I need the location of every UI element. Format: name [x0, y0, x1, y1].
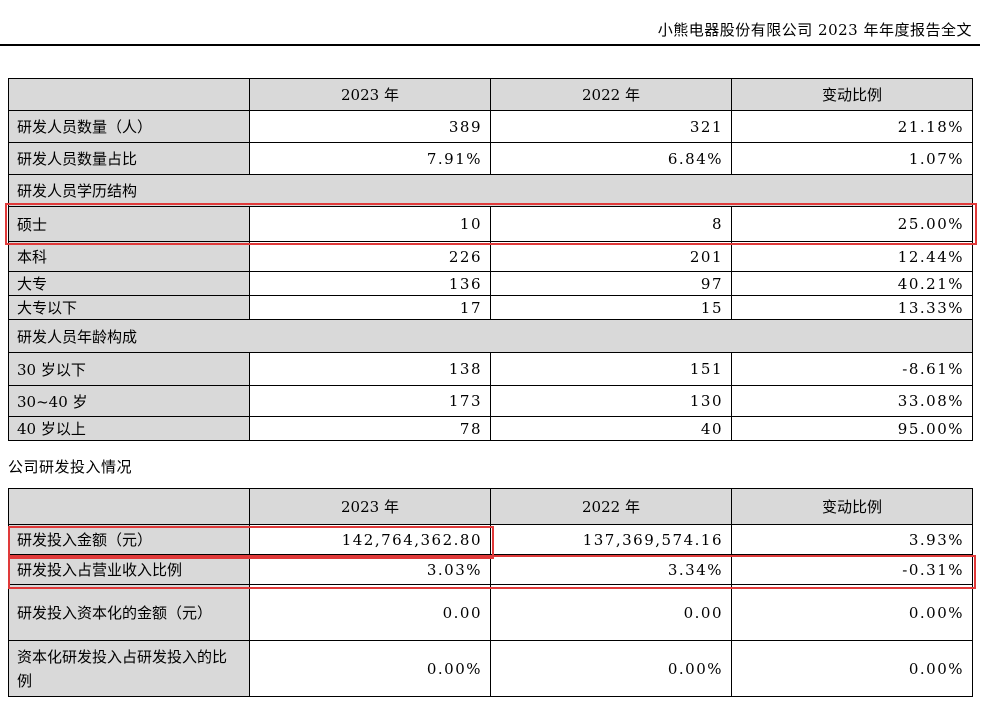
header-cell: 变动比例: [731, 488, 973, 525]
row-label: 资本化研发投入占研发投入的比例: [8, 640, 250, 697]
cell-2023: 173: [249, 385, 491, 417]
cell-change: 40.21%: [731, 271, 973, 296]
row-label: 研发人员数量（人）: [8, 110, 250, 143]
cell-2023: 226: [249, 241, 491, 272]
cell-change: 0.00%: [731, 584, 973, 641]
row-label: 40 岁以上: [8, 416, 250, 441]
table-row: 研发人员数量占比 7.91% 6.84% 1.07%: [8, 142, 973, 175]
row-label: 大专以下: [8, 295, 250, 320]
cell-change: 1.07%: [731, 142, 973, 175]
cell-2022: 130: [490, 385, 732, 417]
cell-change: 3.93%: [731, 524, 973, 555]
table-row: 硕士 10 8 25.00%: [8, 206, 973, 242]
cell-2022: 15: [490, 295, 732, 320]
cell-change: 0.00%: [731, 640, 973, 697]
cell-2022: 321: [490, 110, 732, 143]
header-cell: [8, 78, 250, 111]
cell-change: 33.08%: [731, 385, 973, 417]
rd-investment-caption: 公司研发投入情况: [8, 458, 133, 476]
section-row: 研发人员学历结构: [8, 174, 973, 207]
row-label: 30 岁以下: [8, 352, 250, 386]
header-cell: 2023 年: [249, 488, 491, 525]
table-row: 资本化研发投入占研发投入的比例 0.00% 0.00% 0.00%: [8, 640, 973, 697]
cell-2023: 17: [249, 295, 491, 320]
rd-personnel-table: 2023 年 2022 年 变动比例 研发人员数量（人） 389 321 21.…: [8, 78, 973, 441]
cell-2023: 78: [249, 416, 491, 441]
cell-2022: 6.84%: [490, 142, 732, 175]
table-row: 大专以下 17 15 13.33%: [8, 295, 973, 320]
header-cell: [8, 488, 250, 525]
section-row: 研发人员年龄构成: [8, 319, 973, 353]
section-label: 研发人员学历结构: [8, 174, 973, 207]
report-header: 小熊电器股份有限公司 2023 年年度报告全文: [0, 0, 980, 46]
row-label: 本科: [8, 241, 250, 272]
cell-change: 12.44%: [731, 241, 973, 272]
table-row: 研发人员数量（人） 389 321 21.18%: [8, 110, 973, 143]
row-label: 30~40 岁: [8, 385, 250, 417]
table-row: 30 岁以下 138 151 -8.61%: [8, 352, 973, 386]
cell-change: 13.33%: [731, 295, 973, 320]
cell-2023: 136: [249, 271, 491, 296]
cell-2022: 40: [490, 416, 732, 441]
row-label: 研发投入资本化的金额（元）: [8, 584, 250, 641]
table-row: 30~40 岁 173 130 33.08%: [8, 385, 973, 417]
table-row: 研发投入资本化的金额（元） 0.00 0.00 0.00%: [8, 584, 973, 641]
row-label: 研发人员数量占比: [8, 142, 250, 175]
table-row: 研发投入金额（元） 142,764,362.80 137,369,574.16 …: [8, 524, 973, 555]
cell-2023: 138: [249, 352, 491, 386]
cell-2023: 0.00%: [249, 640, 491, 697]
header-cell: 2022 年: [490, 488, 732, 525]
cell-2022: 151: [490, 352, 732, 386]
header-cell: 2023 年: [249, 78, 491, 111]
cell-2022: 201: [490, 241, 732, 272]
table-row: 研发投入占营业收入比例 3.03% 3.34% -0.31%: [8, 554, 973, 585]
cell-change: 95.00%: [731, 416, 973, 441]
cell-2023: 10: [249, 206, 491, 242]
table-header-row: 2023 年 2022 年 变动比例: [8, 78, 973, 111]
header-cell: 变动比例: [731, 78, 973, 111]
table-row: 本科 226 201 12.44%: [8, 241, 973, 272]
cell-2022: 0.00: [490, 584, 732, 641]
table-row: 40 岁以上 78 40 95.00%: [8, 416, 973, 441]
cell-2022: 137,369,574.16: [490, 524, 732, 555]
row-label: 大专: [8, 271, 250, 296]
cell-2022: 3.34%: [490, 554, 732, 585]
table-header-row: 2023 年 2022 年 变动比例: [8, 488, 973, 525]
row-label: 研发投入占营业收入比例: [8, 554, 250, 585]
cell-2022: 8: [490, 206, 732, 242]
table-row: 大专 136 97 40.21%: [8, 271, 973, 296]
section-label: 研发人员年龄构成: [8, 319, 973, 353]
cell-2023: 7.91%: [249, 142, 491, 175]
row-label: 研发投入金额（元）: [8, 524, 250, 555]
cell-2022: 97: [490, 271, 732, 296]
cell-2023: 0.00: [249, 584, 491, 641]
cell-2023: 142,764,362.80: [249, 524, 491, 555]
report-title: 小熊电器股份有限公司 2023 年年度报告全文: [657, 21, 972, 39]
cell-2022: 0.00%: [490, 640, 732, 697]
header-cell: 2022 年: [490, 78, 732, 111]
rd-investment-table: 2023 年 2022 年 变动比例 研发投入金额（元） 142,764,362…: [8, 488, 973, 697]
cell-change: -0.31%: [731, 554, 973, 585]
row-label: 硕士: [8, 206, 250, 242]
cell-change: 25.00%: [731, 206, 973, 242]
cell-2023: 3.03%: [249, 554, 491, 585]
cell-2023: 389: [249, 110, 491, 143]
cell-change: 21.18%: [731, 110, 973, 143]
cell-change: -8.61%: [731, 352, 973, 386]
